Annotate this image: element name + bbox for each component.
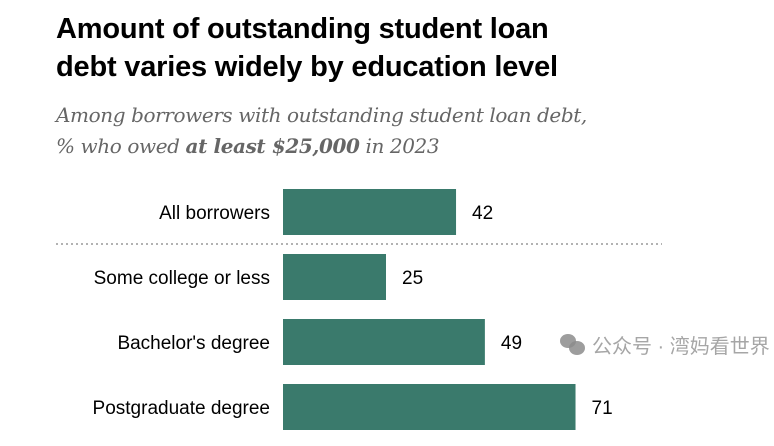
chart-subtitle: Among borrowers with outstanding student…: [56, 100, 587, 162]
category-label: Some college or less: [94, 268, 270, 289]
value-label: 25: [402, 268, 423, 289]
value-label: 71: [592, 398, 613, 419]
subtitle-line-2: % who owed at least $25,000 in 2023: [56, 131, 587, 162]
bar: [283, 189, 457, 235]
category-label: Postgraduate degree: [93, 398, 270, 419]
category-label: Bachelor's degree: [117, 333, 270, 354]
category-label: All borrowers: [159, 203, 270, 224]
watermark: 公众号 · 湾妈看世界: [560, 330, 770, 359]
title-line-2: debt varies widely by education level: [56, 51, 558, 83]
bar: [283, 254, 386, 300]
watermark-text: 公众号 · 湾妈看世界: [592, 336, 770, 358]
title-line-1: Amount of outstanding student loan: [56, 13, 549, 45]
value-label: 49: [501, 333, 522, 354]
subtitle-emphasis: at least $25,000: [185, 134, 360, 158]
subtitle-text: % who owed: [56, 134, 186, 158]
subtitle-line-1: Among borrowers with outstanding student…: [56, 103, 587, 127]
bar: [283, 319, 485, 365]
bar: [283, 384, 576, 430]
value-label: 42: [472, 203, 493, 224]
wechat-icon: [560, 333, 586, 356]
subtitle-text: in 2023: [359, 134, 440, 158]
chart-title: Amount of outstanding student loan debt …: [56, 10, 558, 86]
